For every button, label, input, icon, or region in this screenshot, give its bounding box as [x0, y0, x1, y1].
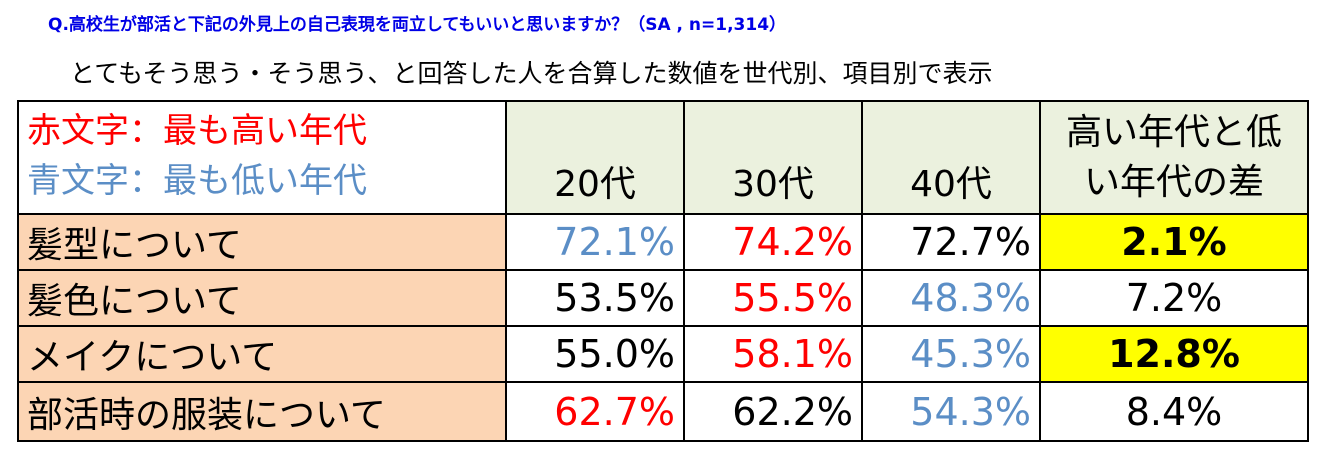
value-difference: 7.2% — [1039, 269, 1309, 327]
table-row: 髪色について 53.5% 55.5% 48.3% 7.2% — [17, 269, 1309, 327]
value-40s: 45.3% — [861, 325, 1041, 383]
value-30s: 62.2% — [683, 381, 863, 442]
header-20s: 20代 — [505, 100, 685, 215]
row-label: 髪型について — [17, 213, 507, 271]
header-row: 赤文字：最も高い年代 青文字：最も低い年代 20代 30代 40代 高い年代と低… — [17, 100, 1309, 215]
header-difference-line2: い年代の差 — [1083, 161, 1264, 203]
value-20s: 72.1% — [505, 213, 685, 271]
value-30s: 74.2% — [683, 213, 863, 271]
row-label: 部活時の服装について — [17, 381, 507, 442]
table-row: メイクについて 55.0% 58.1% 45.3% 12.8% — [17, 325, 1309, 383]
legend-cell: 赤文字：最も高い年代 青文字：最も低い年代 — [17, 100, 507, 215]
question-text: Q.高校生が部活と下記の外見上の自己表現を両立してもいいと思いますか？（SA ,… — [48, 15, 787, 35]
value-difference: 8.4% — [1039, 381, 1309, 442]
row-label: 髪色について — [17, 269, 507, 327]
header-difference-line1: 高い年代と低 — [1065, 111, 1282, 153]
value-40s: 72.7% — [861, 213, 1041, 271]
value-20s: 53.5% — [505, 269, 685, 327]
table-body: 髪型について 72.1% 74.2% 72.7% 2.1% 髪色について 53.5% 55.5… — [17, 213, 1309, 442]
value-40s: 48.3% — [861, 269, 1041, 327]
table-subtitle: とてもそう思う・そう思う、と回答した人を合算した数値を世代別、項目別で表示 — [70, 59, 993, 88]
value-20s: 55.0% — [505, 325, 685, 383]
value-difference: 2.1% — [1039, 213, 1309, 271]
legend-highest: 赤文字：最も高い年代 — [27, 111, 367, 151]
value-difference: 12.8% — [1039, 325, 1309, 383]
value-30s: 55.5% — [683, 269, 863, 327]
header-difference: 高い年代と低 い年代の差 — [1039, 100, 1309, 215]
value-40s: 54.3% — [861, 381, 1041, 442]
results-table: 赤文字：最も高い年代 青文字：最も低い年代 20代 30代 40代 高い年代と低… — [17, 100, 1309, 442]
header-40s: 40代 — [861, 100, 1041, 215]
table-row: 髪型について 72.1% 74.2% 72.7% 2.1% — [17, 213, 1309, 271]
table-row: 部活時の服装について 62.7% 62.2% 54.3% 8.4% — [17, 381, 1309, 442]
row-label: メイクについて — [17, 325, 507, 383]
header-30s: 30代 — [683, 100, 863, 215]
value-20s: 62.7% — [505, 381, 685, 442]
value-30s: 58.1% — [683, 325, 863, 383]
legend-lowest: 青文字：最も低い年代 — [27, 161, 367, 201]
